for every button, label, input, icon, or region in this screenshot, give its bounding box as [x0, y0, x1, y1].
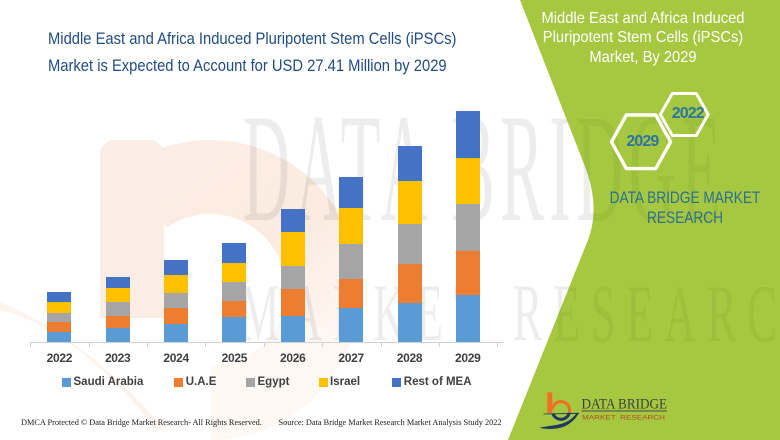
svg-text:MARKET RESEARCH: MARKET RESEARCH: [582, 416, 665, 422]
svg-text:DATA BRIDGE: DATA BRIDGE: [582, 396, 668, 412]
svg-text:MARKET RESEARCH: MARKET RESEARCH: [240, 269, 780, 360]
